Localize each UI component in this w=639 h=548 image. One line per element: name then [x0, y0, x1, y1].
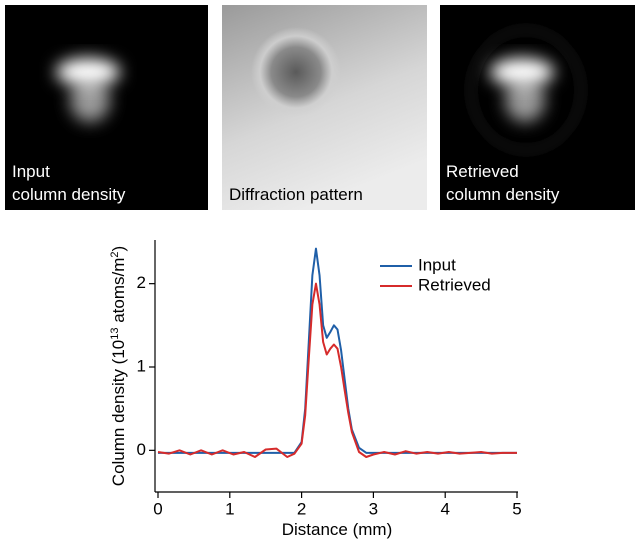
x-tick-label: 5 [512, 499, 521, 518]
panel-label: Diffraction pattern [229, 185, 363, 204]
panel-label: column density [12, 185, 126, 204]
retrieved-image [440, 5, 635, 210]
x-tick-label: 2 [297, 499, 306, 518]
x-tick-label: 3 [369, 499, 378, 518]
x-axis-label: Distance (mm) [282, 520, 393, 539]
legend-label: Input [418, 255, 456, 274]
x-tick-label: 4 [440, 499, 449, 518]
y-axis-label-part: atoms/m [109, 258, 128, 328]
y-axis-label-part: 13 [109, 327, 121, 339]
panel-label: Input [12, 162, 50, 181]
diffraction-image [222, 5, 427, 210]
y-tick-label: 0 [137, 440, 146, 459]
input-image [5, 5, 208, 210]
y-axis-label-part: 2 [109, 251, 121, 257]
line-series [157, 282, 517, 458]
panel-label: Retrieved [446, 162, 519, 181]
panel-label: column density [446, 185, 560, 204]
y-axis-label: Column density (1013 atoms/m2) [109, 246, 128, 486]
y-tick-label: 2 [137, 273, 146, 292]
y-axis-label-part: ) [109, 246, 128, 252]
x-tick-label: 1 [225, 499, 234, 518]
y-axis-label-part: Column density (10 [109, 340, 128, 486]
x-tick-label: 0 [153, 499, 162, 518]
legend-label: Retrieved [418, 275, 491, 294]
y-tick-label: 1 [137, 356, 146, 375]
